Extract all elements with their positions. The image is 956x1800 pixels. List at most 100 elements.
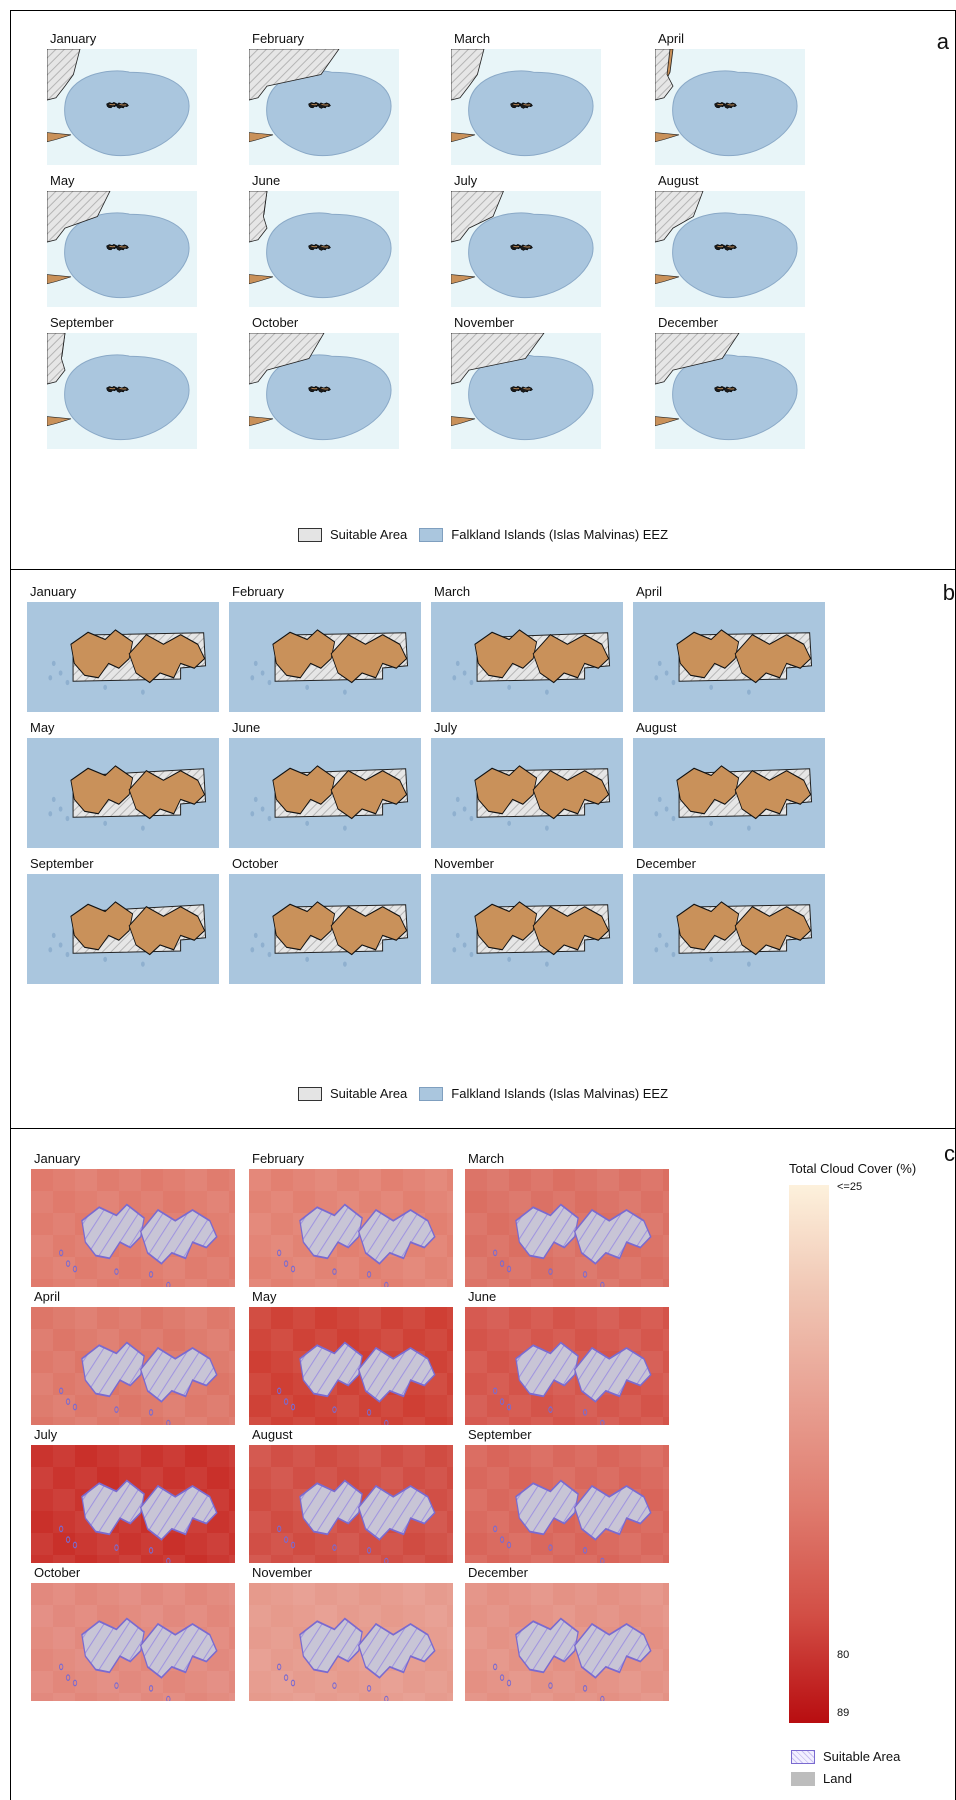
map-a-november-map [451,333,601,449]
month-label: March [468,1151,505,1166]
map-c-july-map [31,1445,235,1563]
legend-eez-label: Falkland Islands (Islas Malvinas) EEZ [451,1086,669,1101]
map-a-august: August [655,173,805,307]
map-a-july-map [451,191,601,307]
map-c-august-map [249,1445,453,1563]
map-b-december-map [633,874,825,984]
map-a-may-map [47,191,197,307]
legend-item-land: Land [791,1771,852,1786]
map-a-june-map [249,191,399,307]
map-c-october-map [31,1583,235,1701]
map-a-january-map [47,49,197,165]
legend-suitable-label-c: Suitable Area [823,1749,901,1764]
map-b-september-map [27,874,219,984]
map-b-october: October [229,856,421,984]
map-c-september-map [465,1445,669,1563]
month-label: May [252,1289,277,1304]
month-label: July [34,1427,58,1442]
map-b-april: April [633,584,825,712]
map-c-april: April [31,1289,235,1425]
panel-c: c January February March April May June July Au… [10,1128,956,1800]
month-label: August [636,720,677,735]
map-a-june: June [249,173,399,307]
map-b-november: November [431,856,623,984]
month-label: November [434,856,494,871]
map-b-january: January [27,584,219,712]
colorbar-title: Total Cloud Cover (%) [789,1161,917,1176]
month-label: June [252,173,281,188]
panel-b: b January February March April May June July Au… [10,569,956,1128]
month-label: May [50,173,75,188]
month-label: March [454,31,491,46]
month-label: April [658,31,685,46]
map-b-march: March [431,584,623,712]
legend-a: Suitable Area Falkland Islands (Islas Ma… [11,527,955,542]
month-label: October [232,856,279,871]
month-label: October [252,315,299,330]
map-a-march-map [451,49,601,165]
map-b-july: July [431,720,623,848]
legend-eez-label: Falkland Islands (Islas Malvinas) EEZ [451,527,669,542]
suitable-hatch-swatch [791,1749,815,1764]
map-c-march: March [465,1151,669,1287]
map-a-july: July [451,173,601,307]
map-c-january: January [31,1151,235,1287]
eez-swatch [419,1086,444,1101]
legend-suitable-label: Suitable Area [329,527,408,542]
legend-item-eez: Falkland Islands (Islas Malvinas) EEZ [419,527,668,542]
month-label: May [30,720,55,735]
legend-b: Suitable Area Falkland Islands (Islas Ma… [11,1086,955,1101]
map-c-october: October [31,1565,235,1701]
month-label: April [636,584,663,599]
map-a-november: November [451,315,601,449]
month-label: December [658,315,718,330]
map-a-august-map [655,191,805,307]
month-label: November [252,1565,312,1580]
map-a-october: October [249,315,399,449]
map-a-september: September [47,315,197,449]
map-a-september-map [47,333,197,449]
map-a-october-map [249,333,399,449]
map-a-february: February [249,31,399,165]
map-a-april-map [655,49,805,165]
map-c-december-map [465,1583,669,1701]
panel-a: a January February March April May June July Au… [10,10,956,569]
month-label: June [232,720,261,735]
map-b-august-map [633,738,825,848]
month-label: October [34,1565,81,1580]
map-b-september: September [27,856,219,984]
map-a-december-map [655,333,805,449]
cloud-cover-colorbar [789,1185,829,1723]
map-b-february: February [229,584,421,712]
legend-item-suitable: Suitable Area [297,1086,407,1101]
map-a-march: March [451,31,601,165]
map-c-june-map [465,1307,669,1425]
map-c-july: July [31,1427,235,1563]
month-label: February [252,31,305,46]
month-label: March [434,584,471,599]
month-label: August [658,173,699,188]
map-b-january-map [27,602,219,712]
map-a-may: May [47,173,197,307]
legend-item-suitable: Suitable Area [297,527,408,542]
month-label: September [30,856,94,871]
colorbar-tick-89: 89 [837,1707,850,1719]
map-c-january-map [31,1169,235,1287]
month-label: January [50,31,97,46]
map-c-march-map [465,1169,669,1287]
map-b-april-map [633,602,825,712]
map-b-november-map [431,874,623,984]
colorbar-tick-low: <=25 [837,1181,863,1193]
month-label: December [636,856,696,871]
map-b-march-map [431,602,623,712]
map-b-june: June [229,720,421,848]
eez-swatch [419,527,444,542]
panel-letter-c: c [944,1141,955,1166]
map-c-february-map [249,1169,453,1287]
map-b-may: May [27,720,219,848]
map-c-december: December [465,1565,669,1701]
map-b-august: August [633,720,825,848]
map-c-june: June [465,1289,669,1425]
month-label: September [50,315,114,330]
map-b-july-map [431,738,623,848]
